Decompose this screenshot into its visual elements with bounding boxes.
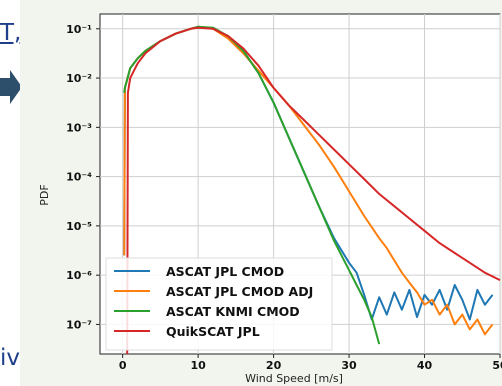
legend-box [105, 257, 333, 351]
y-tick-label: 10⁻⁷ [66, 318, 92, 331]
x-tick-label: 50 [492, 359, 502, 372]
x-tick-label: 0 [119, 359, 127, 372]
x-tick-label: 10 [190, 359, 206, 372]
x-tick-label: 20 [266, 359, 282, 372]
series-line-4 [126, 26, 501, 355]
x-axis-label: Wind Speed [m/s] [245, 372, 343, 385]
y-tick-label: 10⁻³ [66, 121, 92, 134]
legend: ASCAT JPL CMOD ASCAT JPL CMOD ADJ ASCAT KN… [105, 257, 333, 351]
y-tick-label: 10⁻¹ [66, 23, 92, 36]
chart-panel: 10⁻¹ 10⁻² 10⁻³ 10⁻⁴ 10⁻⁵ 10⁻⁶ 10⁻⁷ 0 10 20 30 40 50… [20, 0, 502, 386]
x-tick-label: 30 [341, 359, 357, 372]
legend-label: ASCAT KNMI CMOD [166, 304, 300, 319]
cropped-text-fragment: iv [0, 345, 21, 371]
arrow-right-icon [0, 70, 22, 104]
legend-label: ASCAT JPL CMOD [166, 264, 284, 279]
cropped-link-text[interactable]: T, [0, 20, 22, 46]
y-tick-label: 10⁻⁴ [66, 171, 92, 184]
series-line-3 [123, 25, 381, 345]
y-axis-label: PDF [38, 184, 51, 205]
y-tick-label: 10⁻⁵ [66, 220, 92, 233]
y-tick-label: 10⁻⁶ [66, 269, 92, 282]
y-tick-label: 10⁻² [66, 72, 92, 85]
legend-label: ASCAT JPL CMOD ADJ [166, 284, 313, 299]
left-margin-strip [0, 0, 20, 386]
pdf-chart: 10⁻¹ 10⁻² 10⁻³ 10⁻⁴ 10⁻⁵ 10⁻⁶ 10⁻⁷ 0 10 20 30 40 50… [38, 13, 502, 385]
x-tick-label: 40 [417, 359, 433, 372]
legend-label: QuikSCAT JPL [166, 324, 260, 339]
